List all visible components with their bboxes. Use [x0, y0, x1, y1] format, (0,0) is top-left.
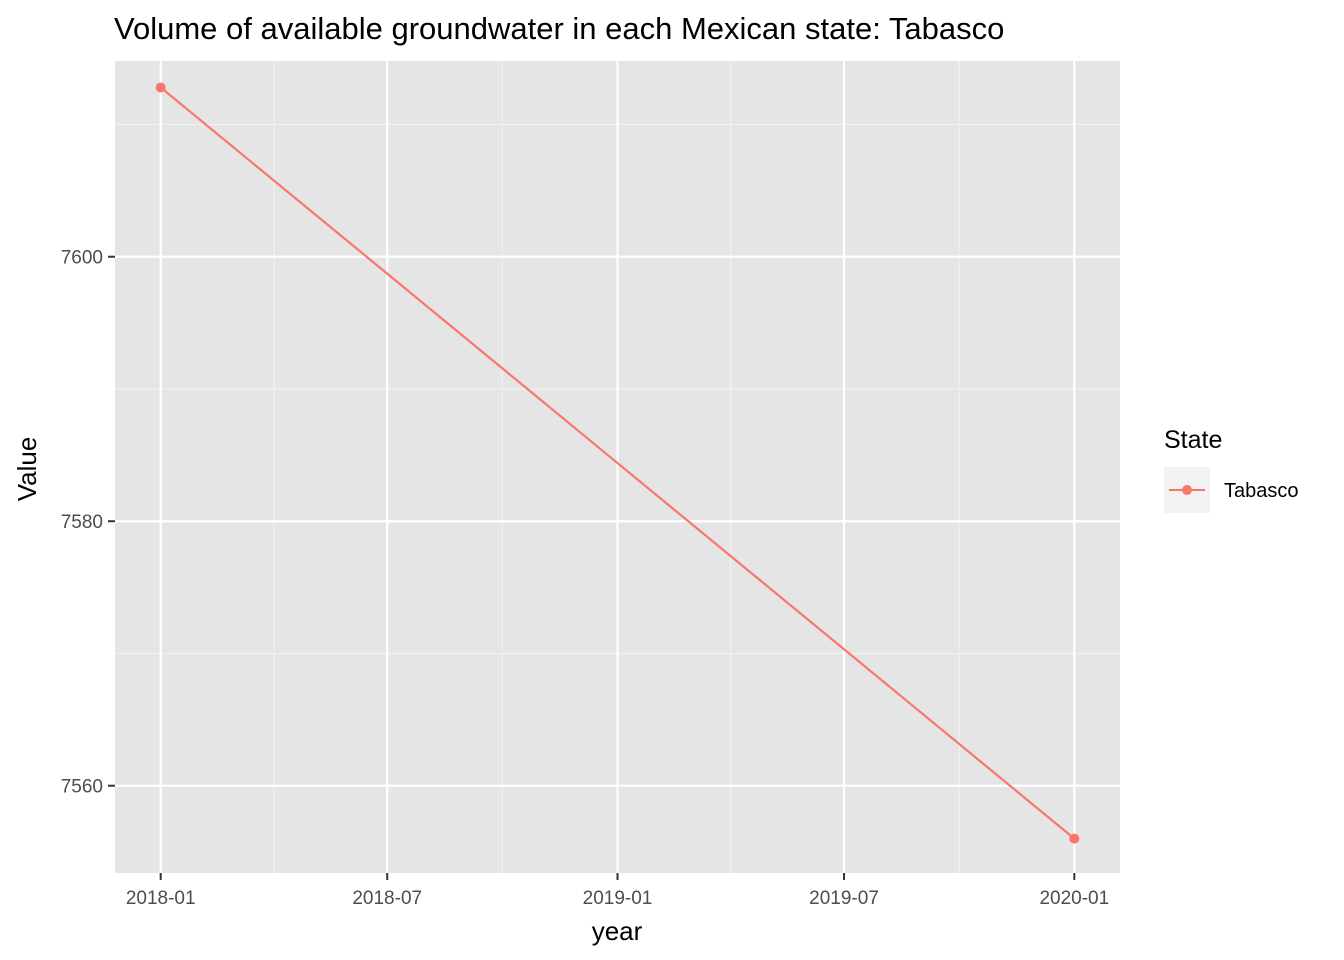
legend-title: State: [1164, 426, 1222, 454]
x-tick-label: 2019-01: [583, 888, 653, 909]
series-line-tabasco: [159, 86, 1076, 840]
y-tick-label: 7600: [61, 248, 103, 269]
x-tick-label: 2020-01: [1039, 888, 1109, 909]
legend-key-point: [1182, 485, 1192, 495]
y-tick-label: 7560: [61, 777, 103, 798]
x-tick-label: 2019-07: [809, 888, 879, 909]
y-axis-title: Value: [12, 437, 42, 502]
y-tick-label: 7580: [61, 512, 103, 533]
x-tick-label: 2018-07: [352, 888, 422, 909]
data-point-tabasco: [155, 82, 166, 93]
plot-panel: [115, 61, 1120, 873]
chart-title: Volume of available groundwater in each …: [114, 11, 1004, 46]
legend: State Tabasco: [1164, 426, 1299, 513]
data-point-tabasco: [1069, 833, 1080, 844]
legend-label-tabasco: Tabasco: [1224, 480, 1299, 502]
x-axis-title: year: [592, 916, 643, 946]
x-tick-label: 2018-01: [126, 888, 196, 909]
